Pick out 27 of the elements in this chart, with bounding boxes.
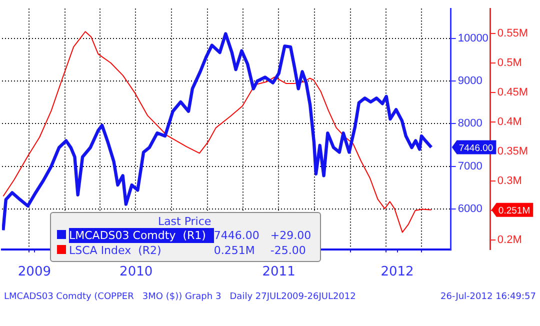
annotation: +29.00 — [269, 228, 312, 243]
annotation: 7446.00 — [214, 228, 260, 243]
y-tick-label: 7000 — [458, 160, 482, 172]
x-tick-label: 2012 — [380, 264, 414, 280]
y2-tick-label: 0.55M — [497, 27, 528, 40]
annotation: -25.00 — [269, 243, 307, 258]
y-tick-label: 9000 — [458, 75, 482, 88]
text: 0.251M — [498, 205, 530, 216]
y-tick-label: 10000 — [458, 32, 488, 44]
text: 26-Jul-2012 16:49:57 — [440, 292, 536, 302]
y2-tick-label: 0.3M — [497, 174, 522, 187]
y2-tick-label: 0.2M — [497, 234, 522, 246]
text: LMCADS03 Comdty (COPPER 3MO ($)) Graph 3 Daily 27JUL2009-26JUL2012 — [4, 292, 356, 302]
y-tick-label: 6000 — [458, 202, 482, 215]
x-tick-label: 2011 — [262, 264, 296, 280]
x-tick-label: 2009 — [18, 264, 51, 280]
annotation: 0.251M — [214, 243, 256, 258]
legend-label: LSCA Index (R2) — [69, 243, 162, 258]
y2-tick-label: 0.45M — [497, 86, 528, 98]
legend-title: Last Price — [156, 215, 212, 228]
y2-tick-label: 0.5M — [497, 56, 522, 69]
text: 7446.00 — [458, 142, 494, 154]
y2-tick-label: 0.35M — [497, 145, 528, 158]
x-tick-label: 2010 — [120, 264, 153, 280]
y2-tick-label: 0.4M — [497, 116, 522, 128]
y-tick-label: 8000 — [458, 118, 482, 130]
legend-label: LMCADS03 Comdty (R1) — [69, 228, 214, 243]
